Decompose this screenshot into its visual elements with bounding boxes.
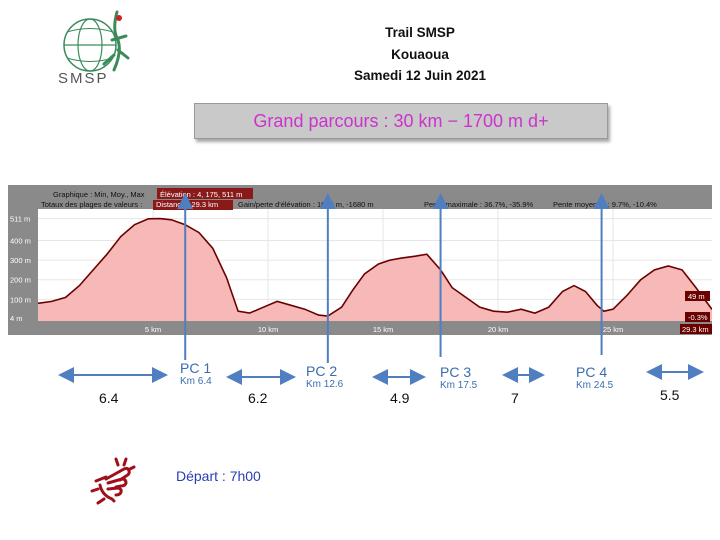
end-elevation: 49 m bbox=[688, 292, 705, 301]
checkpoint-1-km: Km 6.4 bbox=[180, 376, 212, 387]
checkpoint-4-km: Km 24.5 bbox=[576, 380, 614, 391]
end-slope-box bbox=[685, 312, 710, 322]
y-tick-label: 100 m bbox=[10, 295, 31, 304]
segment-distance-1: 6.4 bbox=[99, 390, 119, 406]
checkpoint-1-label: PC 1 bbox=[180, 360, 212, 376]
race-date: Samedi 12 Juin 2021 bbox=[353, 68, 487, 83]
checkpoint-3-label: PC 3 bbox=[440, 364, 472, 380]
checkpoint-4: PC 4 Km 24.5 bbox=[576, 364, 613, 391]
end-km: 29.3 km bbox=[682, 325, 709, 334]
segment-distance-4: 7 bbox=[511, 390, 519, 406]
segment-distance-2: 6.2 bbox=[248, 390, 268, 406]
x-tick-label: 15 km bbox=[373, 325, 393, 334]
elevation-chart: 511 m 400 m 300 m 200 m 100 m 4 m 5 km 10 km 15… bbox=[8, 185, 713, 335]
x-tick-label: 10 km bbox=[258, 325, 278, 334]
race-title: Trail SMSP bbox=[385, 25, 455, 40]
info-row1: Graphique : Min, Moy., Max bbox=[53, 190, 145, 199]
y-tick-label: 300 m bbox=[10, 256, 31, 265]
elevation-info-box bbox=[157, 188, 253, 199]
checkpoint-4-label: PC 4 bbox=[576, 364, 608, 380]
info-row2-label: Totaux des plages de valeurs : bbox=[41, 200, 142, 209]
course-banner-text: Grand parcours : 30 km − 1700 m d+ bbox=[253, 110, 549, 131]
segment-distance-5: 5.5 bbox=[660, 387, 680, 403]
checkpoint-1: PC 1 Km 6.4 bbox=[180, 360, 212, 387]
info-row2-gain: Gain/perte d'élévation : 1679 m, -1680 m bbox=[238, 200, 374, 209]
hand-pointer-icon bbox=[86, 455, 142, 511]
end-km-box bbox=[680, 324, 712, 334]
y-tick-label: 511 m bbox=[10, 215, 30, 224]
checkpoint-3: PC 3 Km 17.5 bbox=[440, 364, 477, 391]
info-row2-avg-slope: Pente moyenne : 9.7%, -10.4% bbox=[553, 200, 657, 209]
info-box-1 bbox=[38, 189, 156, 199]
x-tick-label: 20 km bbox=[488, 325, 508, 334]
info-row2-distance: Distance : 29.3 km bbox=[156, 200, 218, 209]
end-slope: -0.3% bbox=[688, 313, 708, 322]
checkpoint-2-km: Km 12.6 bbox=[306, 379, 344, 390]
checkpoint-2-label: PC 2 bbox=[306, 363, 338, 379]
elevation-profile: 511 m 400 m 300 m 200 m 100 m 4 m 5 km 10 km 15… bbox=[8, 185, 713, 335]
logo-text: SMSP bbox=[58, 70, 109, 87]
end-elevation-box bbox=[685, 291, 710, 301]
y-tick-label: 4 m bbox=[10, 314, 23, 323]
info-row1-elevation: Élévation : 4, 175, 511 m bbox=[160, 190, 242, 199]
x-tick-label: 5 km bbox=[145, 325, 161, 334]
race-location: Kouaoua bbox=[391, 47, 449, 62]
segment-distance-3: 4.9 bbox=[390, 390, 410, 406]
elevation-area bbox=[38, 218, 712, 321]
x-tick-label: 25 km bbox=[603, 325, 623, 334]
start-time: Départ : 7h00 bbox=[176, 468, 261, 484]
course-banner: Grand parcours : 30 km − 1700 m d+ bbox=[194, 103, 608, 139]
logo: SMSP bbox=[52, 10, 137, 90]
y-tick-label: 400 m bbox=[10, 236, 31, 245]
runner-globe-logo bbox=[63, 10, 130, 72]
checkpoint-2: PC 2 Km 12.6 bbox=[306, 363, 343, 390]
info-row2-max-slope: Pente maximale : 36.7%, -35.9% bbox=[424, 200, 534, 209]
elevation-line bbox=[37, 217, 713, 317]
checkpoint-3-km: Km 17.5 bbox=[440, 380, 478, 391]
y-tick-label: 200 m bbox=[10, 276, 31, 285]
